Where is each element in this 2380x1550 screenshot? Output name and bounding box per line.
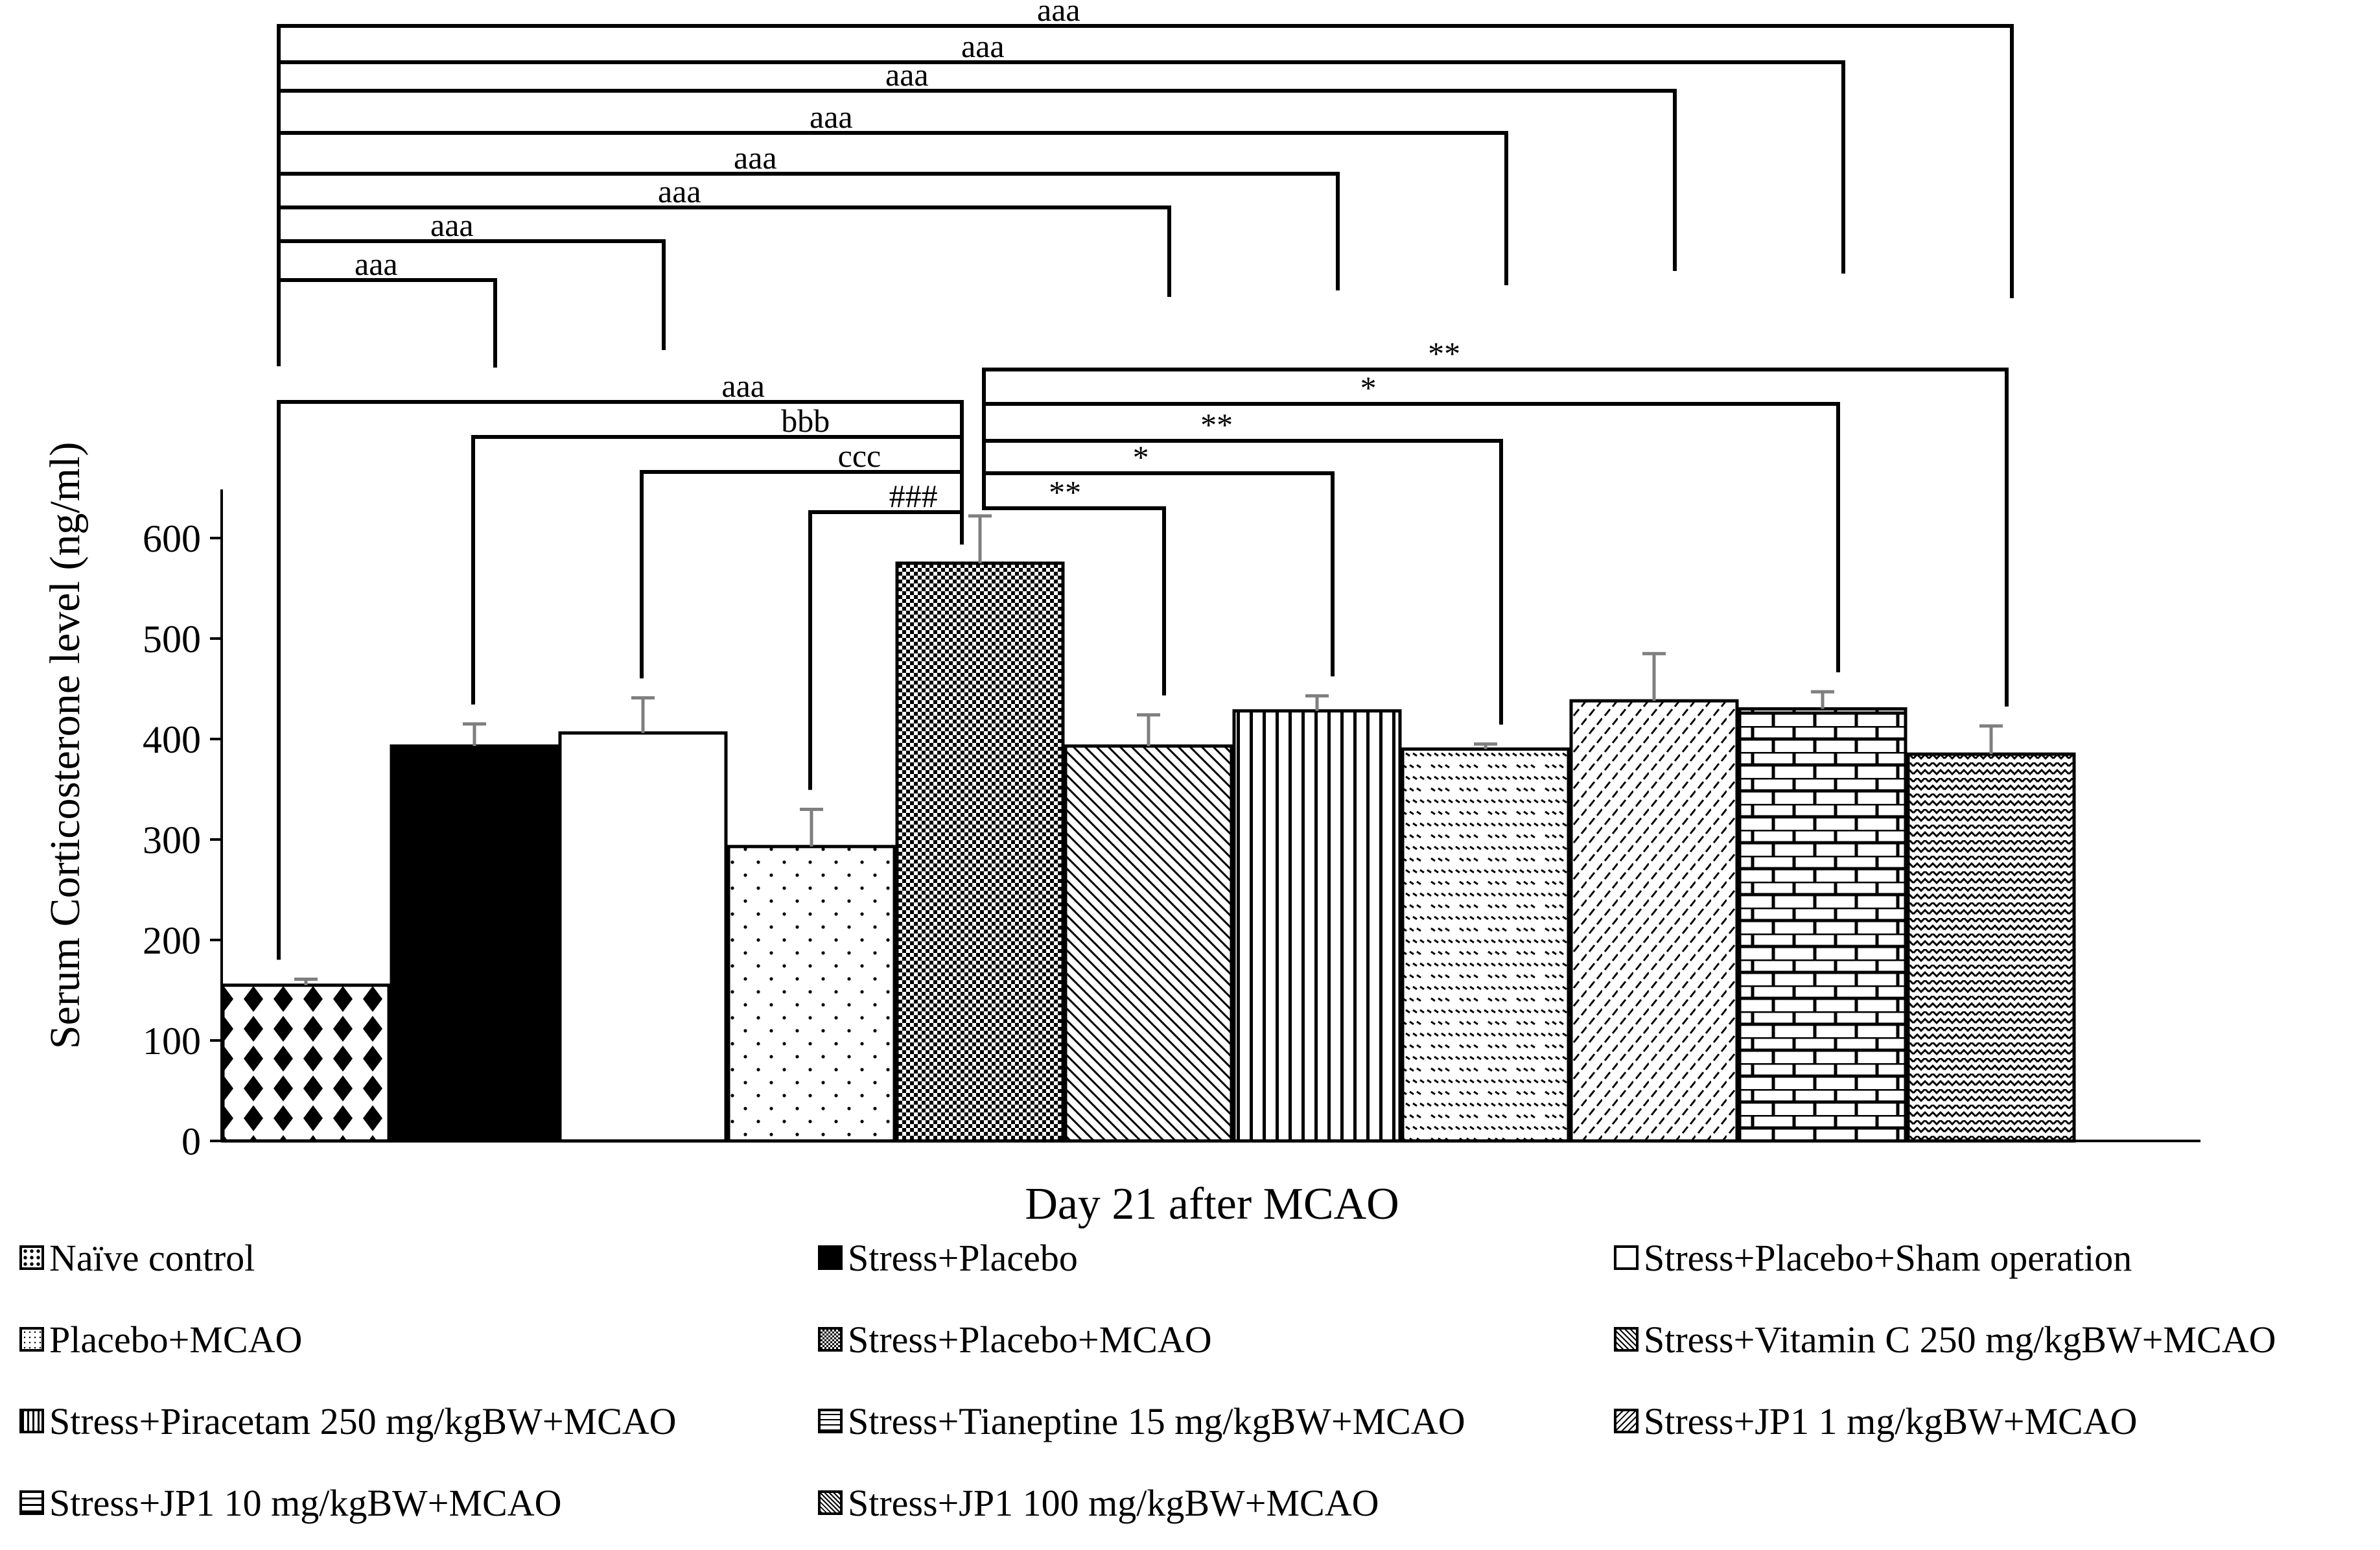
significance-bracket-label: aaa: [721, 368, 765, 404]
bar: [221, 983, 391, 1143]
y-tick-label: 200: [143, 919, 201, 962]
legend-swatch: [19, 1327, 44, 1352]
legend-item: Stress+JP1 1 mg/kgBW+MCAO: [1614, 1398, 2138, 1444]
y-axis-label: Serum Corticosterone level (ng/ml): [41, 442, 89, 1050]
legend-item: Naïve control: [19, 1235, 255, 1280]
legend-swatch: [1614, 1409, 1639, 1433]
x-axis-label: Day 21 after MCAO: [1025, 1179, 1399, 1229]
significance-bracket: [640, 470, 964, 679]
legend-item: Stress+Placebo+Sham operation: [1614, 1235, 2132, 1280]
significance-bracket-label: **: [1049, 474, 1081, 510]
legend-swatch: [818, 1490, 843, 1515]
legend-swatch: [818, 1409, 843, 1433]
y-tick-label: 400: [143, 718, 201, 761]
legend-swatch: [818, 1245, 843, 1270]
legend-swatch: [1614, 1245, 1639, 1270]
significance-bracket: [277, 172, 1340, 366]
significance-bracket-label: *: [1360, 370, 1377, 406]
legend-swatch: [19, 1490, 44, 1515]
y-tick-label: 600: [143, 517, 201, 560]
significance-bracket: [808, 510, 964, 790]
significance-bracket-label: aaa: [810, 99, 853, 135]
significance-bracket: [982, 506, 1166, 696]
y-tick-label: 500: [143, 618, 201, 661]
legend-label: Stress+JP1 1 mg/kgBW+MCAO: [1644, 1400, 2138, 1442]
significance-bracket-label: **: [1200, 406, 1233, 443]
y-tick-label: 300: [143, 819, 201, 862]
significance-bracket-label: ccc: [838, 438, 881, 474]
legend-label: Stress+Piracetam 250 mg/kgBW+MCAO: [49, 1400, 677, 1442]
bar: [1906, 752, 2076, 1143]
significance-bracket: [277, 24, 2014, 366]
y-tick-label: 0: [181, 1120, 201, 1163]
bar: [1401, 747, 1570, 1143]
significance-bracket: [471, 435, 964, 705]
legend-swatch: [818, 1327, 843, 1352]
legend-item: Stress+Tianeptine 15 mg/kgBW+MCAO: [818, 1398, 1465, 1444]
legend-item: Stress+Placebo: [818, 1235, 1078, 1280]
significance-bracket-label: bbb: [781, 403, 830, 439]
significance-bracket: [277, 60, 1845, 366]
legend-swatch: [19, 1245, 44, 1270]
significance-bracket: [277, 239, 666, 366]
bar: [1569, 699, 1739, 1143]
significance-bracket-label: aaa: [355, 246, 398, 282]
legend-label: Stress+Vitamin C 250 mg/kgBW+MCAO: [1644, 1318, 2276, 1361]
legend-item: Stress+Vitamin C 250 mg/kgBW+MCAO: [1614, 1317, 2276, 1362]
legend-label: Stress+Placebo+Sham operation: [1644, 1236, 2132, 1279]
legend-swatch: [19, 1409, 44, 1433]
bar: [558, 731, 728, 1143]
bar: [727, 845, 896, 1143]
legend-label: Stress+JP1 10 mg/kgBW+MCAO: [49, 1481, 562, 1524]
error-bars: [294, 514, 2003, 985]
legend-item: Stress+JP1 100 mg/kgBW+MCAO: [818, 1480, 1379, 1525]
significance-bracket-label: aaa: [658, 173, 701, 209]
y-tick-label: 100: [143, 1020, 201, 1063]
legend-item: Stress+Piracetam 250 mg/kgBW+MCAO: [19, 1398, 677, 1444]
bar: [1738, 707, 1908, 1143]
legend-label: Stress+Tianeptine 15 mg/kgBW+MCAO: [848, 1400, 1465, 1442]
significance-bracket: [277, 205, 1171, 366]
significance-bracket: [982, 402, 1840, 673]
legend-label: Naïve control: [49, 1236, 255, 1279]
bar: [1232, 709, 1402, 1143]
significance-bracket-label: aaa: [1037, 0, 1080, 28]
significance-bracket: [277, 278, 497, 368]
significance-bracket-label: aaa: [961, 28, 1005, 64]
significance-bracket-label: ###: [889, 478, 938, 514]
significance-bracket: [277, 131, 1508, 366]
legend-item: Stress+JP1 10 mg/kgBW+MCAO: [19, 1480, 562, 1525]
significance-bracket-label: aaa: [430, 207, 474, 243]
significance-bracket-label: aaa: [734, 139, 777, 176]
significance-bracket-label: *: [1133, 439, 1149, 475]
legend-label: Placebo+MCAO: [49, 1318, 303, 1361]
significance-bracket-label: **: [1428, 335, 1460, 371]
legend-swatch: [1614, 1327, 1639, 1352]
bar: [390, 744, 559, 1143]
legend-item: Stress+Placebo+MCAO: [818, 1317, 1212, 1362]
bar: [1064, 744, 1233, 1143]
bar: [895, 561, 1065, 1143]
bars: [221, 561, 2076, 1143]
legend-label: Stress+JP1 100 mg/kgBW+MCAO: [848, 1481, 1379, 1524]
legend-label: Stress+Placebo+MCAO: [848, 1318, 1212, 1361]
legend-item: Placebo+MCAO: [19, 1317, 302, 1362]
significance-bracket: [982, 368, 2009, 707]
legend-label: Stress+Placebo: [848, 1236, 1078, 1279]
